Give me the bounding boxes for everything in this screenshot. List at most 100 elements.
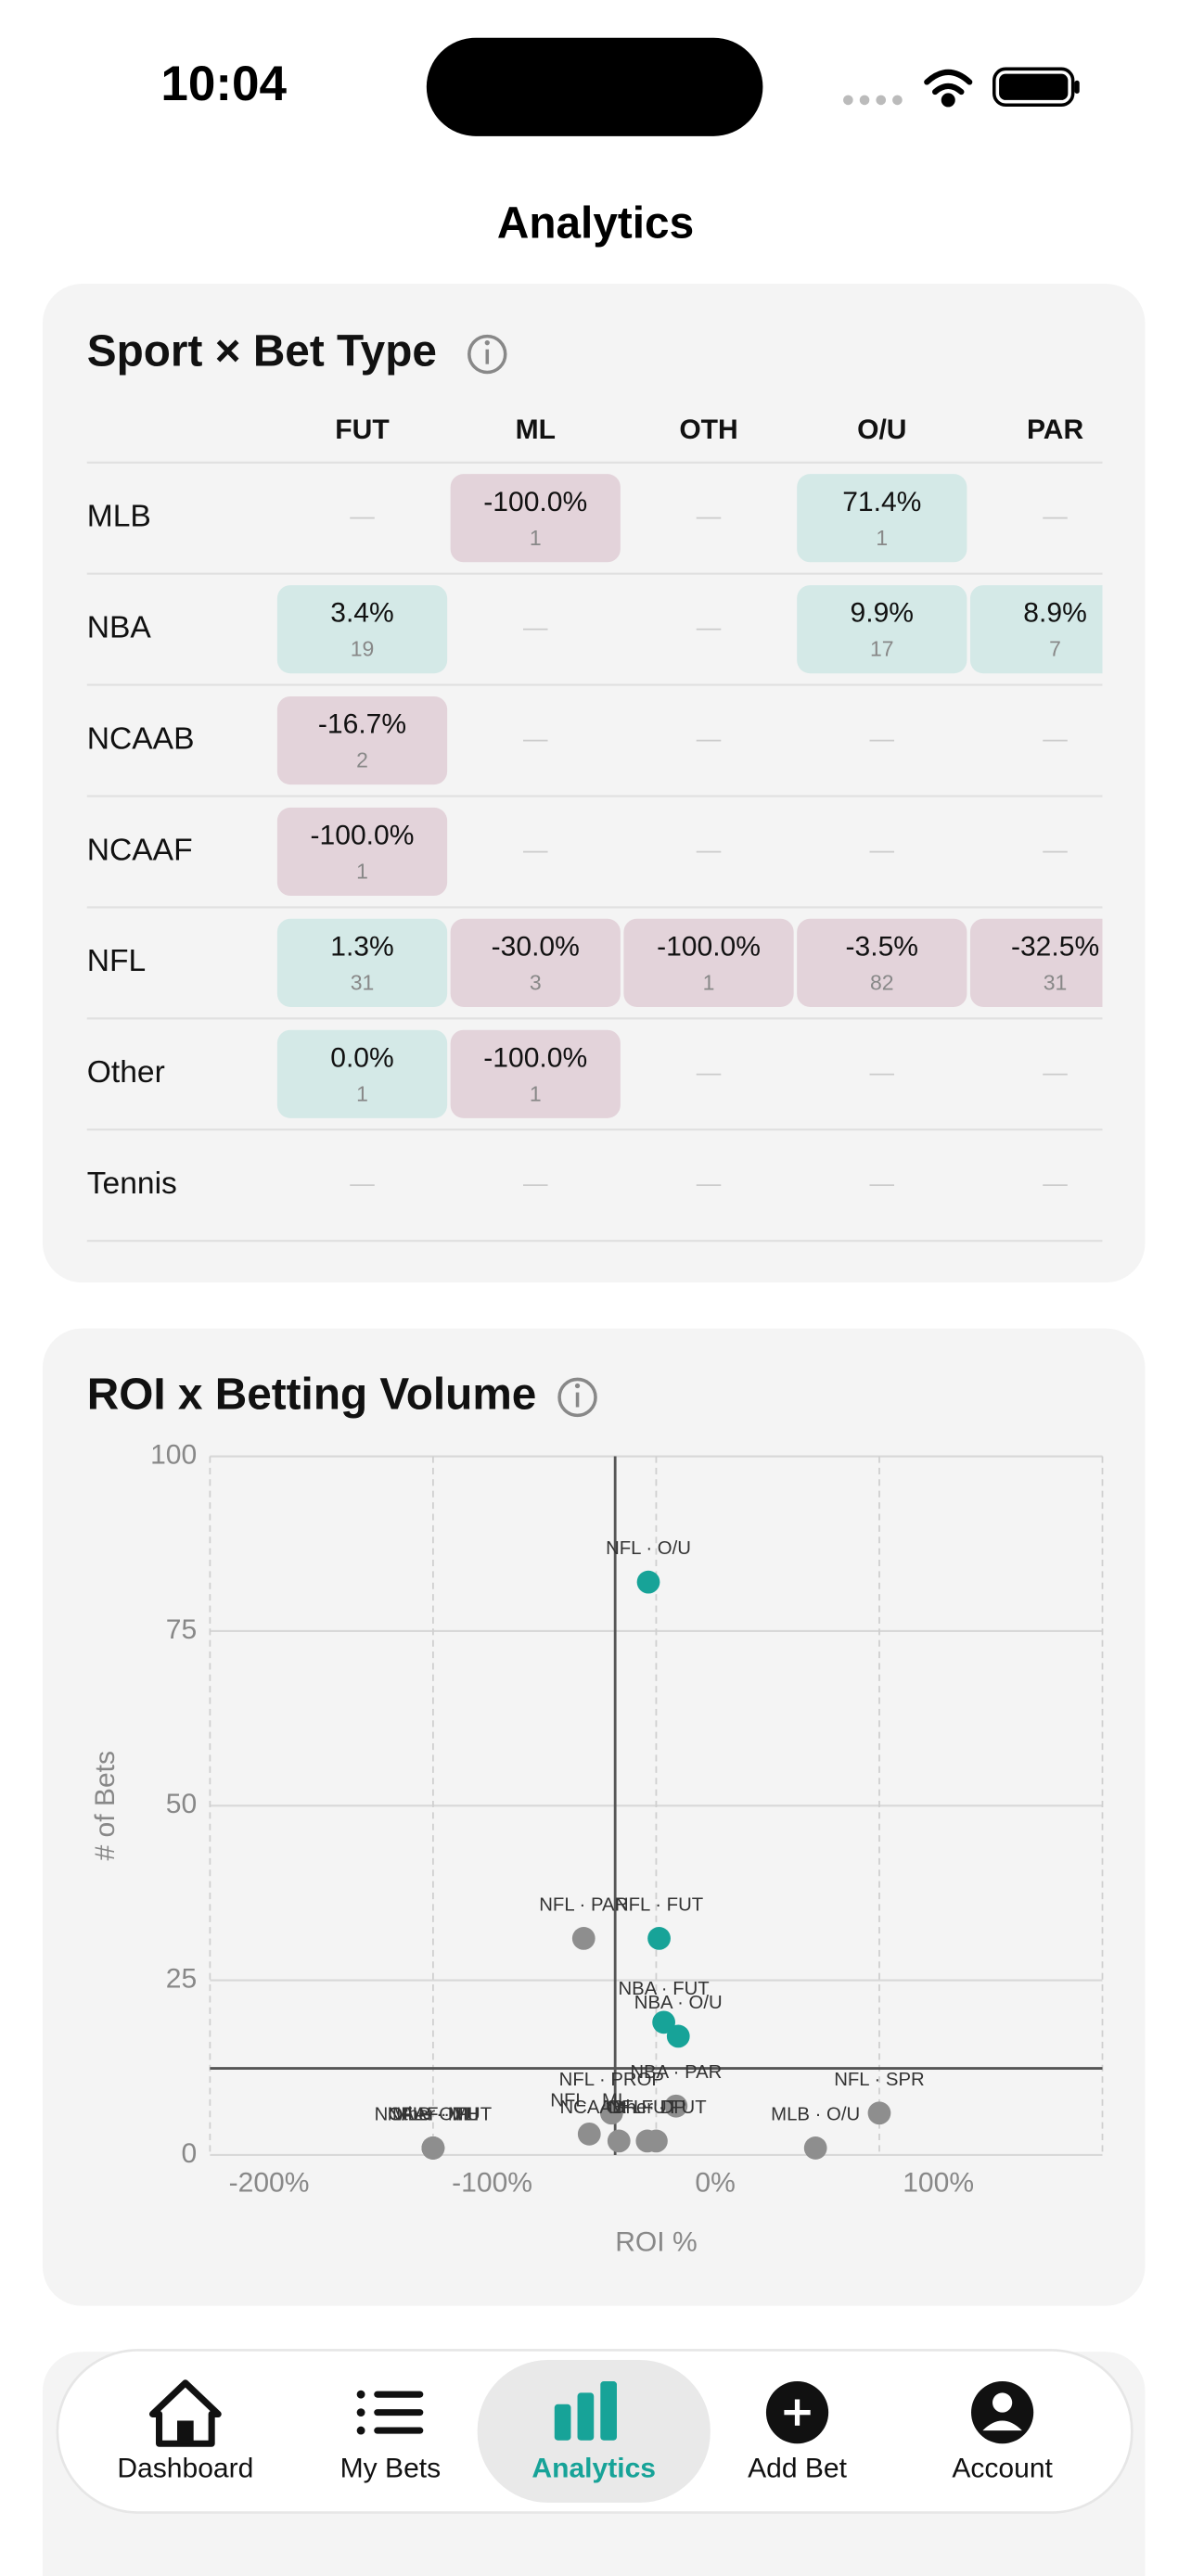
cell-bg xyxy=(797,918,967,1007)
column-header: O/U xyxy=(857,414,906,445)
point-label: NFL · PROP xyxy=(559,2070,664,2090)
point-label: MLB · ML xyxy=(392,2104,474,2124)
cell-roi: -16.7% xyxy=(318,709,406,740)
column-header: ML xyxy=(516,414,556,445)
empty-cell: — xyxy=(870,1058,895,1086)
dynamic-island xyxy=(426,37,763,136)
cell-count: 1 xyxy=(876,526,888,550)
cell-count: 1 xyxy=(530,1081,542,1105)
tab-label[interactable]: Analytics xyxy=(531,2453,656,2483)
row-label: NFL xyxy=(87,944,146,978)
cell-bg xyxy=(276,918,448,1007)
y-axis-label: # of Bets xyxy=(90,1751,121,1861)
cell-roi: 71.4% xyxy=(842,487,921,517)
data-point[interactable] xyxy=(867,2101,891,2125)
point-label: NFL · SPR xyxy=(834,2070,925,2090)
data-point[interactable] xyxy=(571,1927,596,1950)
empty-cell: — xyxy=(697,725,722,753)
x-tick-label: 0% xyxy=(695,2168,735,2199)
point-label: NFL · ML xyxy=(550,2090,628,2111)
x-tick-label: -200% xyxy=(229,2168,310,2199)
y-tick-label: 100 xyxy=(150,1439,197,1470)
cell-roi: -32.5% xyxy=(1011,931,1099,962)
point-label: NBA · O/U xyxy=(634,1993,723,2013)
empty-cell: — xyxy=(697,1169,722,1197)
cell-bg xyxy=(797,585,967,674)
column-header: OTH xyxy=(679,414,737,445)
data-point[interactable] xyxy=(636,1570,660,1594)
data-point[interactable] xyxy=(803,2136,827,2160)
empty-cell: — xyxy=(870,1169,895,1197)
point-label: Other · ML xyxy=(388,2104,478,2124)
cell-roi: -30.0% xyxy=(492,931,580,962)
data-point[interactable] xyxy=(664,2094,688,2118)
point-label: NBA · FUT xyxy=(618,1979,709,1999)
data-point[interactable] xyxy=(645,2129,668,2153)
analytics-icon xyxy=(554,2381,617,2441)
tab-label[interactable]: Add Bet xyxy=(748,2453,848,2483)
cell-count: 7 xyxy=(1049,637,1061,661)
empty-cell: — xyxy=(870,725,895,753)
empty-cell: — xyxy=(1043,1169,1068,1197)
y-tick-label: 75 xyxy=(166,1614,197,1645)
cell-bg xyxy=(450,918,621,1007)
cell-count: 31 xyxy=(1044,970,1068,994)
cell-count: 17 xyxy=(870,637,894,661)
signal-icon xyxy=(843,95,903,106)
data-point[interactable] xyxy=(421,2136,445,2160)
cell-bg xyxy=(969,918,1103,1007)
empty-cell: — xyxy=(697,1058,722,1086)
data-point[interactable] xyxy=(599,2101,623,2125)
cell-count: 1 xyxy=(530,526,542,550)
empty-cell: — xyxy=(870,835,895,863)
row-label: NCAAF xyxy=(87,833,193,867)
empty-cell: — xyxy=(523,1169,548,1197)
tab-label[interactable]: Account xyxy=(952,2453,1053,2483)
x-tick-label: -100% xyxy=(452,2168,532,2199)
info-icon[interactable] xyxy=(467,334,507,375)
point-label: NBA · PAR xyxy=(630,2062,722,2083)
data-point[interactable] xyxy=(647,1927,671,1950)
tab-label[interactable]: Dashboard xyxy=(117,2453,253,2483)
wifi-icon xyxy=(924,69,973,108)
empty-cell: — xyxy=(523,725,548,753)
status-time: 10:04 xyxy=(160,57,287,111)
empty-cell: — xyxy=(697,503,722,530)
cell-roi: -100.0% xyxy=(657,931,761,962)
data-point[interactable] xyxy=(652,2010,675,2034)
cell-count: 31 xyxy=(351,970,375,994)
data-point[interactable] xyxy=(607,2129,631,2153)
row-label: MLB xyxy=(87,500,151,534)
data-point[interactable] xyxy=(577,2122,601,2146)
chart-card xyxy=(42,1328,1146,2306)
tab-label[interactable]: My Bets xyxy=(340,2453,442,2483)
empty-cell: — xyxy=(523,614,548,642)
cell-roi: 1.3% xyxy=(330,931,394,962)
cell-count: 1 xyxy=(356,860,368,884)
tab-labels: Dashboard My Bets Analytics Add Bet Account xyxy=(117,2453,1053,2483)
cell-roi: -3.5% xyxy=(846,931,919,962)
row-label: Other xyxy=(87,1055,165,1090)
my-bets-icon xyxy=(356,2390,424,2435)
column-header: PAR xyxy=(1027,414,1084,445)
y-tick-label: 25 xyxy=(166,1964,197,1995)
cell-bg xyxy=(450,474,621,563)
cell-bg xyxy=(276,807,448,897)
table-card xyxy=(42,284,1146,1283)
data-point[interactable] xyxy=(666,2024,690,2048)
cell-count: 82 xyxy=(870,970,894,994)
point-label: NFL · FUT xyxy=(615,1894,703,1915)
add-bet-icon xyxy=(765,2381,829,2444)
x-axis-label: ROI % xyxy=(615,2226,697,2257)
cell-roi: -100.0% xyxy=(311,820,415,850)
empty-cell: — xyxy=(697,835,722,863)
y-tick-label: 50 xyxy=(166,1789,197,1819)
cell-roi: 3.4% xyxy=(330,598,394,629)
info-icon[interactable] xyxy=(557,1377,597,1418)
cell-bg xyxy=(276,695,448,785)
scatter-plot: 0 25 50 75 100 -200% -100% 0% 100% NFL · O/U NFL ·… xyxy=(150,1439,1104,2199)
point-label: NFL · PAR xyxy=(539,1894,628,1915)
point-label: NFL · OTH xyxy=(388,2104,480,2124)
